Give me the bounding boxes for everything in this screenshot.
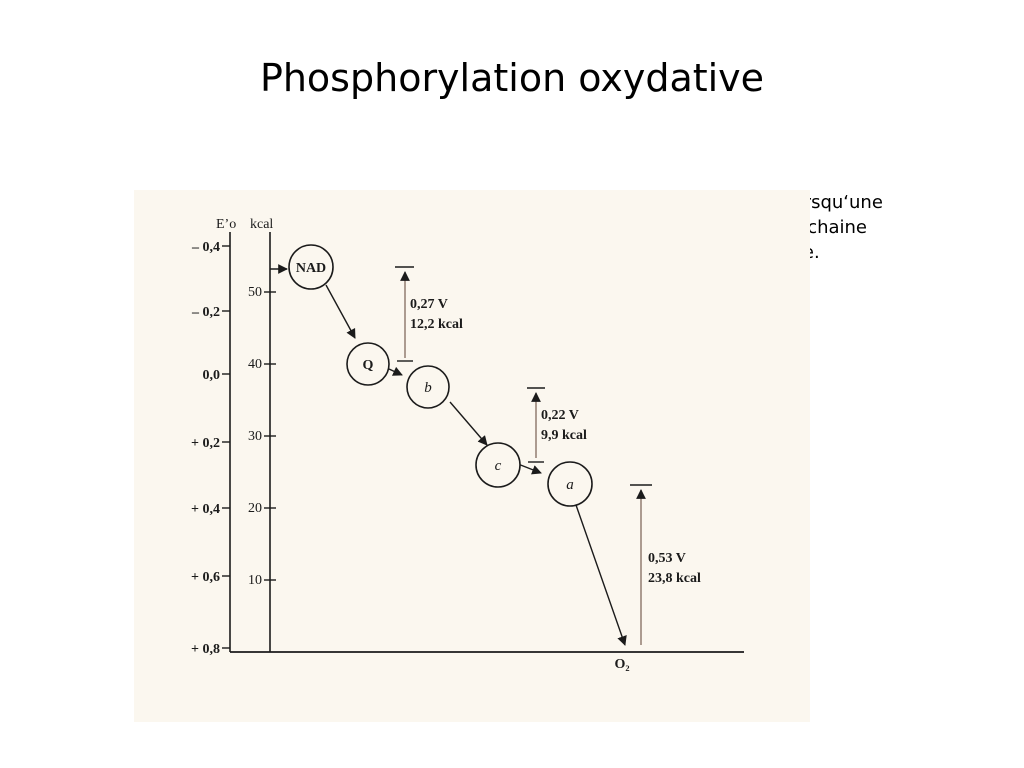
- carrier-a: a: [547, 461, 593, 507]
- e0-tick-label: – 0,4: [191, 240, 220, 255]
- e0-tick-label: + 0,6: [191, 570, 220, 585]
- drop-kcal-label: 12,2 kcal: [410, 317, 463, 332]
- carrier-c: c: [475, 442, 521, 488]
- e0-tick-label: + 0,8: [191, 642, 220, 657]
- energy-drop-marker: [630, 484, 652, 645]
- scanned-paper-background: [134, 190, 810, 722]
- kcal-tick-label: 40: [248, 357, 262, 372]
- energy-drop-marker: [527, 387, 545, 463]
- drop-volts-label: 0,27 V: [410, 297, 448, 312]
- kcal-tick-label: 20: [248, 501, 262, 516]
- e0-tick-label: + 0,4: [191, 502, 220, 517]
- e0-tick-label: + 0,2: [191, 436, 220, 451]
- kcal-ticks: [264, 291, 276, 581]
- kcal-tick-label: 30: [248, 429, 262, 444]
- svg-text:c: c: [495, 458, 502, 474]
- drop-kcal-label: 23,8 kcal: [648, 571, 701, 586]
- carrier-q: Q: [346, 342, 390, 386]
- oxygen-label: O₂: [614, 657, 629, 672]
- drop-volts-label: 0,53 V: [648, 551, 686, 566]
- slide-title: Phosphorylation oxydative: [259, 56, 765, 100]
- svg-text:Q: Q: [363, 358, 374, 373]
- electron-transport-diagram: E’o kcal – 0,4 – 0,2 0,0 + 0,2 + 0,4 + 0…: [134, 190, 810, 722]
- svg-text:a: a: [566, 477, 574, 493]
- kcal-tick-label: 50: [248, 285, 262, 300]
- carrier-b: b: [406, 365, 450, 409]
- e0-tick-label: 0,0: [203, 368, 221, 383]
- energy-drop-marker: [395, 266, 414, 362]
- drop-kcal-label: 9,9 kcal: [541, 428, 587, 443]
- electron-flow-arrows: [270, 264, 627, 646]
- svg-text:b: b: [424, 380, 432, 396]
- kcal-tick-label: 10: [248, 573, 262, 588]
- kcal-axis-title: kcal: [250, 217, 273, 232]
- e0-axis-title: E’o: [216, 217, 236, 232]
- e0-ticks: [222, 245, 230, 649]
- drop-volts-label: 0,22 V: [541, 408, 579, 423]
- e0-tick-label: – 0,2: [191, 305, 220, 320]
- carrier-nad: NAD: [288, 244, 334, 290]
- svg-text:NAD: NAD: [296, 261, 326, 276]
